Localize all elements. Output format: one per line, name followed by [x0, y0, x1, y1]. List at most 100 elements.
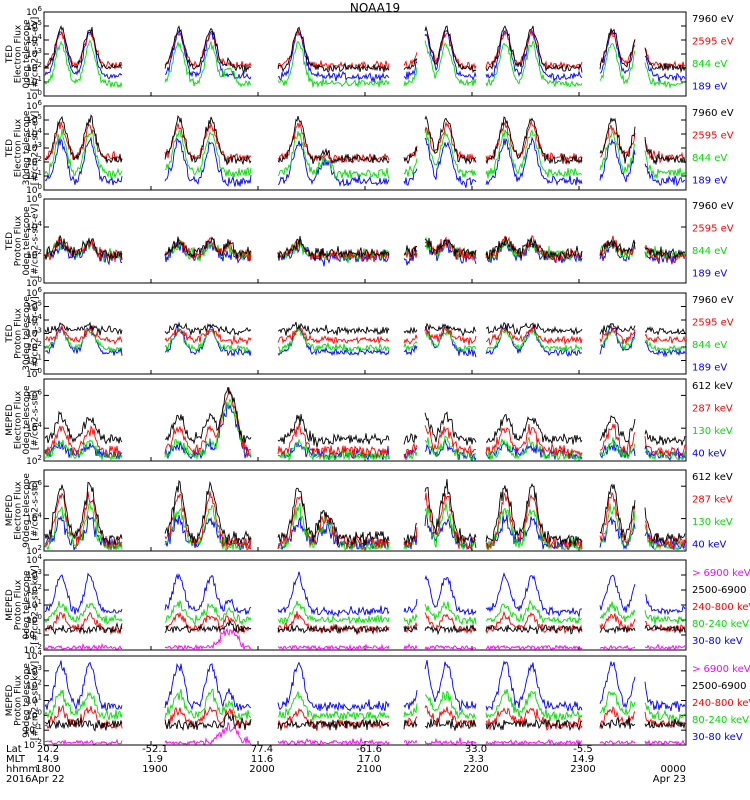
legend-entry: 287 keV — [692, 404, 733, 415]
y-axis-label: Proton Flux — [14, 579, 24, 630]
series-trace — [44, 128, 686, 180]
legend-entry: 189 eV — [692, 269, 727, 280]
series-trace — [44, 571, 686, 618]
series-trace — [44, 236, 686, 263]
series-trace — [44, 326, 686, 355]
time-axis-value: 33.0 — [465, 744, 487, 755]
series-trace — [44, 136, 686, 188]
legend-entry: 7960 eV — [692, 201, 734, 212]
y-axis-label: Proton Flux — [14, 308, 24, 359]
legend-entry: 240-800 keV — [692, 602, 750, 613]
y-axis-label: TED — [5, 232, 15, 251]
y-axis-label: Electron Flux — [14, 390, 24, 449]
panel-frame — [43, 655, 687, 746]
time-axis-value: 20.2 — [37, 744, 59, 755]
series-trace — [44, 29, 686, 84]
legend-entry: 130 keV — [692, 517, 733, 528]
legend-entry: 130 keV — [692, 426, 733, 437]
legend-entry: 612 keV — [692, 472, 733, 483]
time-axis-value: -52.1 — [142, 744, 168, 755]
series-trace — [44, 712, 686, 732]
y-axis-label: TED — [5, 139, 15, 158]
legend-entry: 7960 eV — [692, 295, 734, 306]
y-axis-label: MEPED — [5, 495, 15, 527]
series-trace — [44, 479, 686, 547]
time-axis-value: 14.9 — [572, 754, 594, 765]
y-axis-label: [#/cm2-s-str-eV] — [31, 17, 41, 92]
y-axis-label: 0deg telescope — [22, 570, 32, 640]
time-axis-value: 14.9 — [37, 754, 59, 765]
series-trace — [44, 398, 686, 462]
y-axis-label: Electron Flux — [14, 481, 24, 540]
legend-entry: 189 eV — [692, 82, 727, 93]
series-trace — [44, 491, 686, 551]
panel-frame — [43, 469, 687, 552]
legend-entry: > 6900 keV — [692, 568, 750, 579]
y-axis-label: [#/cm2-s-str-eV] — [31, 296, 41, 371]
y-tick-label: 106 — [26, 5, 42, 18]
series-trace — [44, 25, 686, 75]
series-trace — [44, 722, 686, 746]
series-trace — [44, 660, 686, 713]
legend-entry: 80-240 keV — [692, 715, 749, 726]
y-axis-label: TED — [5, 45, 15, 64]
legend-entry: 2595 eV — [692, 224, 734, 235]
series-trace — [44, 321, 686, 337]
series-trace — [44, 324, 686, 358]
series-trace — [44, 234, 686, 265]
series-trace — [44, 387, 686, 460]
legend-entry: 7960 eV — [692, 108, 734, 119]
series-trace — [44, 114, 686, 166]
time-axis-value: 2300 — [570, 764, 595, 775]
legend-entry: 189 eV — [692, 176, 727, 187]
panel-frame — [43, 378, 687, 462]
series-trace — [44, 28, 686, 72]
legend-entry: 844 eV — [692, 246, 727, 257]
time-axis-value: 11.6 — [251, 754, 273, 765]
figure-title: NOAA19 — [350, 1, 400, 15]
y-axis-label: 0deg telescope — [22, 385, 32, 455]
y-axis-label: Electron Flux — [14, 118, 24, 177]
legend-entry: 2500-6900 — [692, 585, 747, 596]
time-axis-value: -61.6 — [356, 744, 382, 755]
y-axis-label: Proton Flux — [14, 215, 24, 266]
time-axis-value: 77.4 — [251, 744, 273, 755]
legend-entry: 189 eV — [692, 363, 727, 374]
y-axis-label: [#/cm2-s-str-keV] — [31, 661, 41, 740]
series-trace — [44, 599, 686, 626]
panel-frame — [43, 292, 687, 375]
y-axis-label: MEPED — [5, 589, 15, 621]
time-axis-row-label: Lat — [6, 744, 22, 755]
legend-entry: 2595 eV — [692, 131, 734, 142]
time-axis-row-label: hhmm — [6, 764, 38, 775]
time-axis-value: 2000 — [249, 764, 274, 775]
time-axis-row-label: MLT — [6, 754, 26, 765]
legend-entry: 287 keV — [692, 495, 733, 506]
legend-entry: 844 eV — [692, 59, 727, 70]
series-trace — [44, 324, 686, 347]
time-axis-value: 1900 — [142, 764, 167, 775]
legend-entry: 7960 eV — [692, 14, 734, 25]
panel-frame — [43, 105, 687, 191]
y-axis-label: [#/cm2-s-str-keV] — [31, 565, 41, 644]
panel-frame — [43, 559, 687, 651]
series-trace — [44, 39, 686, 90]
series-trace — [44, 688, 686, 723]
series-trace — [44, 235, 686, 263]
legend-entry: 2500-6900 — [692, 681, 747, 692]
time-axis-value: 2100 — [356, 764, 381, 775]
time-axis-value: 17.0 — [358, 754, 380, 765]
y-axis-label: 0deg telescope — [22, 206, 32, 276]
y-axis-label: TED — [5, 324, 15, 343]
time-axis-value: 2200 — [463, 764, 488, 775]
legend-entry: > 6900 keV — [692, 664, 750, 675]
time-axis-value: 1800 — [35, 764, 60, 775]
time-axis-value: 0000 — [661, 764, 686, 775]
